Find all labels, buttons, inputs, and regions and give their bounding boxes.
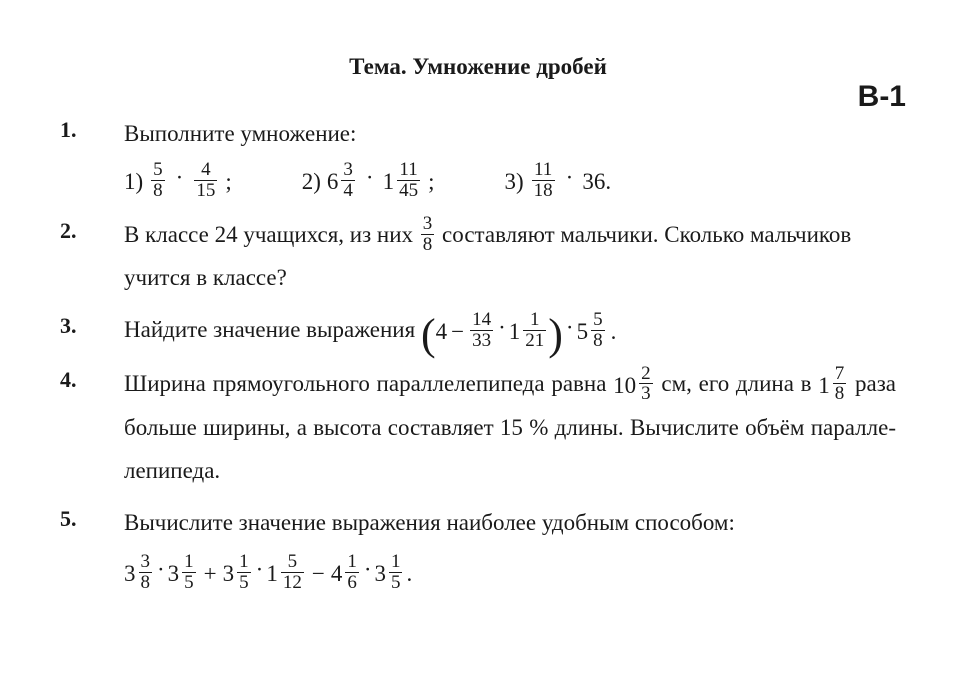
problem-4: 4. Ширина прямоугольного параллелепипеда…: [60, 363, 896, 492]
worksheet-title: Тема. Умножение дробей: [60, 50, 896, 85]
mixed-number: 1 1145: [383, 161, 423, 204]
p1-sub2: 2) 6 34 · 1 1145 ;: [302, 161, 435, 204]
expression: ( 4 − 1433 · 1121 ) · 558 .: [421, 311, 616, 354]
problem-1: 1. Выполните умножение: 1) 5 8 · 4 15 ;: [60, 113, 896, 204]
title-row: Тема. Умножение дробей В-1: [60, 50, 896, 85]
fraction: 3 8: [421, 214, 435, 255]
fraction: 4 15: [194, 160, 217, 201]
problem-3: 3. Найдите значение выражения ( 4 − 1433…: [60, 309, 896, 353]
problem-5: 5. Вычислите значение выражения наиболее…: [60, 502, 896, 595]
problem-number: 4.: [60, 363, 124, 396]
problem-text: В классе 24 учащихся, из них 3 8 составл…: [124, 214, 896, 300]
variant-label: В-1: [858, 74, 906, 119]
problem-2: 2. В классе 24 учащихся, из них 3 8 сост…: [60, 214, 896, 300]
problem-number: 5.: [60, 502, 124, 535]
p1-prompt: Выполните умножение:: [124, 121, 356, 146]
fraction: 5 8: [151, 160, 165, 201]
p1-subrow: 1) 5 8 · 4 15 ; 2) 6 34: [124, 161, 896, 204]
problem-number: 2.: [60, 214, 124, 247]
problem-number: 3.: [60, 309, 124, 342]
problem-text: Вычислите значение выражения наиболее уд…: [124, 502, 896, 595]
expression: 338 · 315 + 315 · 1512 − 416 · 315 .: [124, 553, 412, 596]
problem-text: Ширина прямоугольного параллелепипеда ра…: [124, 363, 896, 492]
problem-text: Выполните умножение: 1) 5 8 · 4 15 ;: [124, 113, 896, 204]
fraction: 11 18: [532, 160, 555, 201]
worksheet: Тема. Умножение дробей В-1 1. Выполните …: [0, 0, 956, 645]
problem-number: 1.: [60, 113, 124, 146]
problem-text: Найдите значение выражения ( 4 − 1433 · …: [124, 309, 896, 353]
mixed-number: 6 34: [327, 161, 357, 204]
p1-sub1: 1) 5 8 · 4 15 ;: [124, 161, 232, 204]
p1-sub3: 3) 11 18 · 36.: [504, 161, 611, 204]
